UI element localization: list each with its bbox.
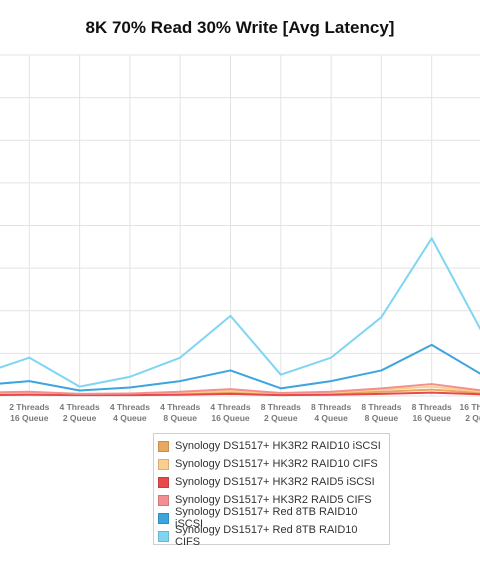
legend-item[interactable]: Synology DS1517+ HK3R2 RAID5 CIFS [158, 491, 385, 509]
series-line [0, 391, 480, 397]
x-tick-label: 4 Threads 16 Queue [210, 402, 250, 423]
legend-item[interactable]: Synology DS1517+ HK3R2 RAID10 iSCSI [158, 437, 385, 455]
legend-item[interactable]: Synology DS1517+ HK3R2 RAID5 iSCSI [158, 473, 385, 491]
series-lines [0, 237, 480, 397]
legend-swatch [158, 512, 169, 524]
legend-label: Synology DS1517+ HK3R2 RAID10 CIFS [175, 458, 378, 470]
legend-label: Synology DS1517+ Red 8TB RAID10 CIFS [175, 524, 358, 548]
x-tick-label: 2 Threads 16 Queue [9, 402, 49, 423]
legend-label: Synology DS1517+ HK3R2 RAID10 iSCSI [175, 440, 381, 452]
x-tick-label: 4 Threads 4 Queue [110, 402, 150, 423]
grid [0, 54, 480, 397]
x-tick-label: 4 Threads 8 Queue [160, 402, 200, 423]
legend-label: Synology DS1517+ Red 8TB RAID10 iSCSI [175, 506, 358, 530]
legend-swatch [158, 440, 169, 452]
series-line [0, 237, 480, 388]
x-tick-label: 8 Threads 16 Queue [412, 402, 452, 423]
legend: Synology DS1517+ HK3R2 RAID10 iSCSI Synol… [153, 433, 390, 548]
legend-item[interactable]: Synology DS1517+ HK3R2 RAID10 CIFS [158, 455, 385, 473]
legend-swatch [158, 494, 169, 506]
legend-item[interactable]: Synology DS1517+ Red 8TB RAID10 CIFS [158, 524, 385, 548]
legend-label: Synology DS1517+ HK3R2 RAID5 CIFS [175, 494, 372, 506]
x-tick-label: 8 Threads 2 Queue [261, 402, 301, 423]
x-tick-label: 8 Threads 4 Queue [311, 402, 351, 423]
series-line [0, 383, 480, 395]
x-tick-label: 8 Threads 8 Queue [361, 402, 401, 423]
legend-swatch [158, 476, 169, 488]
legend-swatch [158, 530, 169, 542]
chart-title: 8K 70% Read 30% Write [Avg Latency] [85, 18, 395, 37]
legend-item[interactable]: Synology DS1517+ Red 8TB RAID10 iSCSI [158, 506, 385, 530]
series-line [0, 343, 480, 392]
legend-label: Synology DS1517+ HK3R2 RAID5 iSCSI [175, 476, 375, 488]
x-tick-label: 4 Threads 2 Queue [60, 402, 100, 423]
legend-swatch [158, 458, 169, 470]
